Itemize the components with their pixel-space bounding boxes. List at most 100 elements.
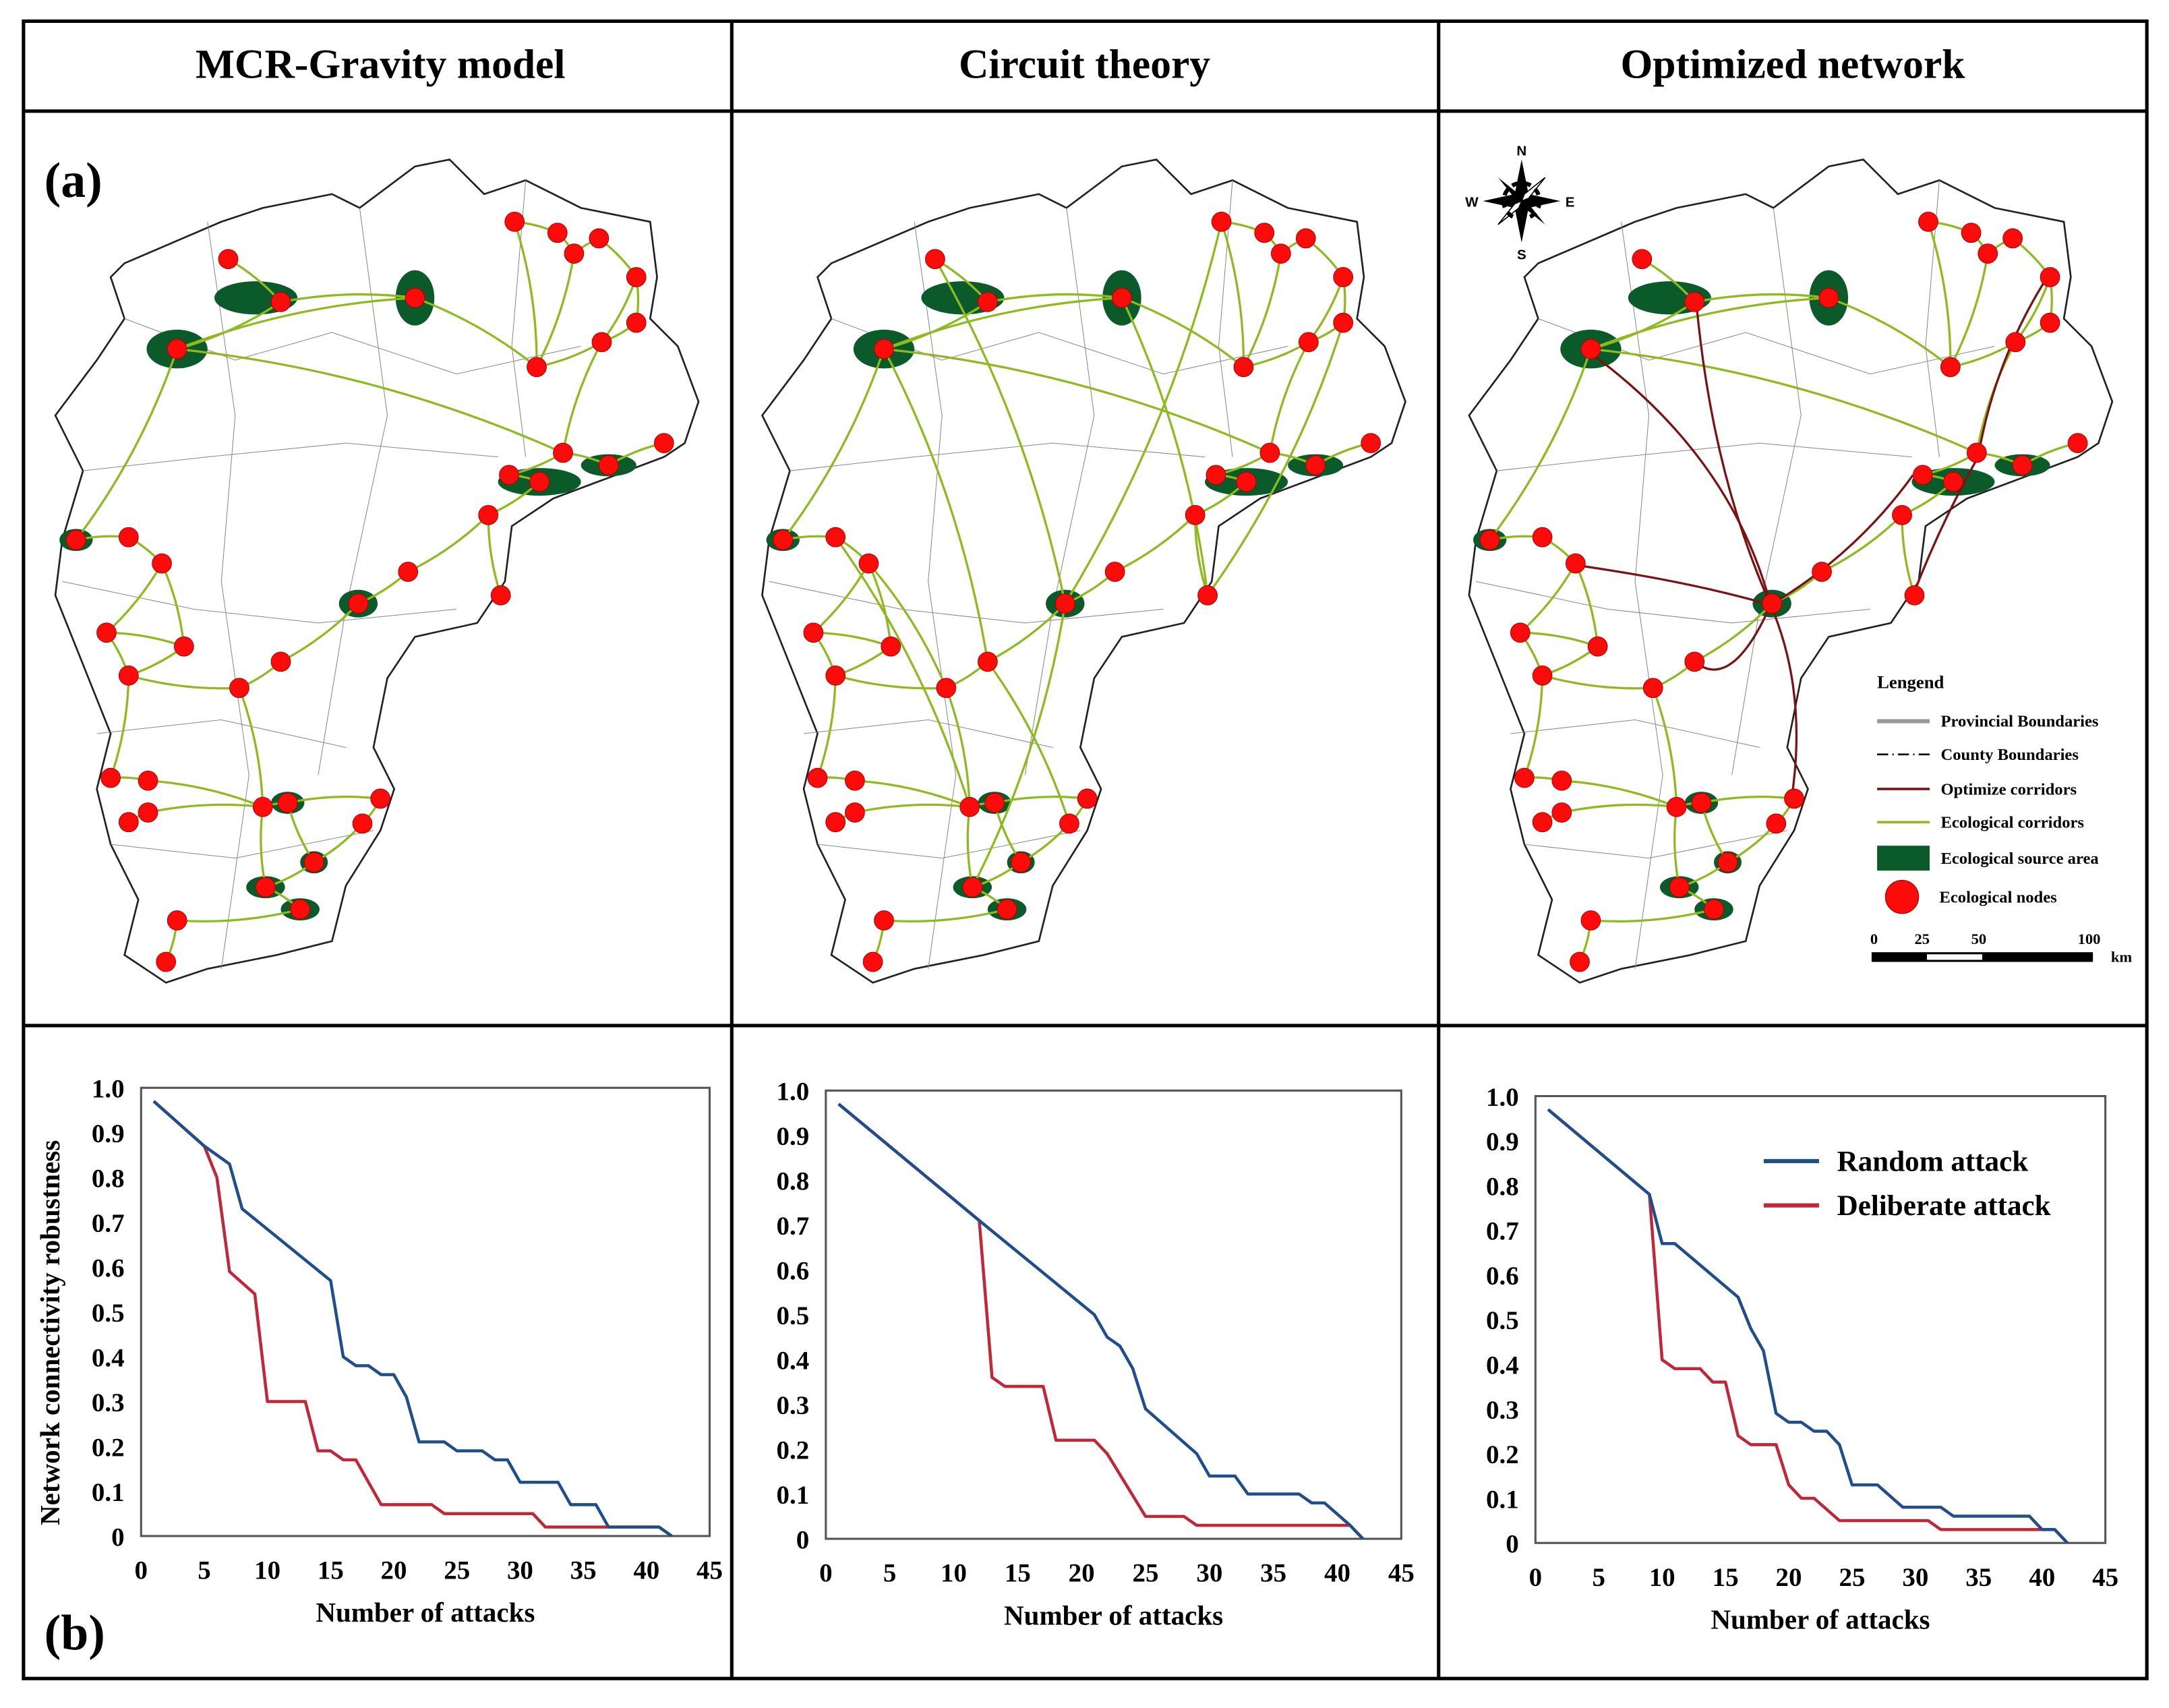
ecological-node	[1112, 287, 1132, 308]
ecological-node	[1912, 465, 1933, 485]
ecological-node	[1206, 465, 1226, 485]
ecological-node	[825, 527, 846, 548]
y-tick-label: 0.8	[1486, 1172, 1519, 1201]
ecological-node	[1298, 332, 1319, 353]
ecological-node	[564, 243, 585, 264]
map-panel	[1468, 158, 2114, 984]
ecological-corridor	[177, 908, 301, 923]
y-tick-label: 0	[796, 1525, 809, 1554]
robustness-chart: 1.0 0.9 0.8 0.7 0.6 0.5 0.4 0.3 0.2 0.1 00 5 10 15 20 2…	[777, 1078, 1415, 1631]
ecological-node	[1254, 223, 1275, 243]
ecological-node	[1361, 433, 1381, 454]
x-tick-label: 45	[1388, 1559, 1415, 1588]
ecological-node	[825, 812, 846, 833]
x-axis-title: Number of attacks	[316, 1597, 535, 1628]
ecological-corridor	[868, 562, 947, 688]
ecological-corridor	[1542, 674, 1653, 690]
province-boundary	[54, 158, 700, 984]
map-panel	[54, 158, 700, 984]
ecological-node	[959, 796, 980, 817]
y-tick-label: 0.9	[1486, 1127, 1519, 1156]
ecological-node	[1684, 651, 1705, 672]
x-tick-label: 25	[1839, 1563, 1865, 1592]
ecological-corridor	[535, 253, 576, 368]
compass-rose-icon: N S E W	[1465, 143, 1574, 262]
ecological-node	[504, 212, 525, 232]
ecological-node	[1892, 504, 1912, 525]
ecological-corridor	[1064, 221, 1223, 605]
ecological-node	[874, 338, 894, 359]
ecological-corridor	[148, 803, 263, 814]
ecological-corridor	[934, 258, 1067, 604]
ecological-node	[862, 951, 883, 972]
ecological-node	[978, 651, 998, 672]
ecological-corridor	[1206, 322, 1344, 596]
scale-label-50: 50	[1971, 931, 1987, 947]
ecological-corridor	[1121, 297, 1245, 368]
scale-bar	[1871, 952, 2093, 962]
ecological-corridor	[1489, 349, 1592, 541]
legend-item-provincial: Provincial Boundaries	[1940, 713, 2098, 731]
panel-label-b: (b)	[44, 1605, 105, 1660]
ecological-node	[1766, 813, 1787, 834]
ecological-node	[845, 802, 865, 823]
y-tick-label: 0.3	[777, 1391, 810, 1420]
ecological-node	[547, 223, 568, 243]
ecological-corridor	[109, 675, 130, 779]
ecological-node	[1580, 910, 1601, 931]
x-tick-label: 25	[444, 1556, 470, 1585]
ecological-node	[553, 442, 573, 463]
ecological-node	[118, 665, 139, 686]
ecological-node	[118, 812, 139, 833]
ecological-corridor	[1121, 297, 1209, 596]
ecological-corridor	[414, 297, 538, 368]
ecological-node	[1704, 899, 1724, 920]
compass-e: E	[1566, 194, 1575, 210]
x-tick-label: 5	[198, 1556, 210, 1585]
ecological-node	[1918, 212, 1938, 232]
y-tick-label: 0.9	[92, 1119, 125, 1148]
y-tick-label: 0.6	[777, 1257, 810, 1286]
ecological-corridor	[177, 297, 415, 351]
ecological-node	[1669, 877, 1690, 897]
ecological-corridor	[1949, 253, 1989, 368]
charts: 1.00.90.80.70.60.50.40.30.20.100 5 10 15 20 2…	[34, 1075, 2118, 1635]
ecological-node	[598, 455, 619, 475]
scale-label-100: 100	[2078, 931, 2101, 947]
ecological-node	[2005, 332, 2026, 353]
x-tick-label: 10	[254, 1556, 280, 1585]
ecological-corridor	[883, 348, 989, 662]
ecological-node	[152, 553, 172, 574]
ecological-corridor	[945, 687, 971, 807]
ecological-corridor	[1268, 341, 1310, 453]
ecological-node	[478, 504, 499, 525]
x-tick-label: 10	[1649, 1563, 1675, 1592]
ecological-node	[1580, 338, 1601, 359]
legend-symbol-source-area	[1877, 846, 1930, 871]
ecological-node	[303, 852, 324, 873]
y-tick-label: 0.5	[1486, 1306, 1519, 1335]
ecological-corridor	[854, 779, 970, 808]
x-tick-label: 20	[1069, 1559, 1095, 1588]
ecological-node	[2012, 455, 2033, 475]
deliberate-attack-line	[152, 1100, 673, 1537]
ecological-node	[1236, 471, 1257, 492]
x-tick-label: 20	[1776, 1563, 1802, 1592]
legend-item-county: County Boundaries	[1940, 746, 2078, 764]
y-tick-label: 0.1	[92, 1478, 125, 1507]
ecological-node	[1966, 442, 1987, 463]
ecological-node	[653, 433, 674, 454]
legend-item-optimize: Optimize corridors	[1940, 780, 2077, 798]
ecological-corridor	[994, 795, 1088, 804]
robustness-chart: 1.0 0.9 0.8 0.7 0.6 0.5 0.4 0.3 0.2 0.1 00 5 10 15 20 2…	[34, 1075, 723, 1628]
ecological-node	[1978, 243, 1998, 264]
ecological-node	[1762, 593, 1783, 614]
ecological-node	[156, 951, 177, 972]
ecological-node	[984, 792, 1005, 813]
y-tick-label: 0.8	[92, 1165, 125, 1194]
ecological-node	[978, 292, 998, 312]
ecological-node	[936, 678, 957, 699]
ecological-node	[825, 665, 846, 686]
x-tick-label: 45	[696, 1556, 723, 1585]
